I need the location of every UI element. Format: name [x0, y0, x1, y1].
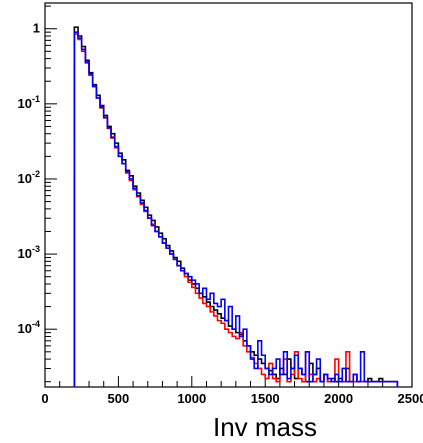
y-tick-label: 1 [33, 21, 40, 36]
series-red-hist [73, 33, 399, 387]
x-tick-label: 500 [108, 391, 130, 406]
plot-frame [44, 2, 413, 388]
series-blue-hist [73, 31, 399, 387]
x-axis-title: Inv mass [213, 412, 317, 442]
series-layer [73, 26, 399, 387]
x-axis-ticks: 0 500 1000 1500 2000 2500 [41, 376, 423, 406]
y-axis-ticks: 10-4 10-3 10-2 10-1 1 [18, 5, 57, 383]
x-tick-label: 0 [41, 391, 48, 406]
y-tick-label: 10-2 [18, 169, 40, 186]
x-tick-label: 1000 [177, 391, 206, 406]
x-tick-label: 2500 [398, 391, 423, 406]
y-tick-label: 10-4 [18, 319, 40, 336]
y-tick-label: 10-3 [18, 244, 40, 261]
series-black-hist [73, 26, 399, 387]
y-tick-label: 10-1 [18, 94, 40, 111]
x-tick-label: 2000 [324, 391, 353, 406]
x-tick-label: 1500 [251, 391, 280, 406]
